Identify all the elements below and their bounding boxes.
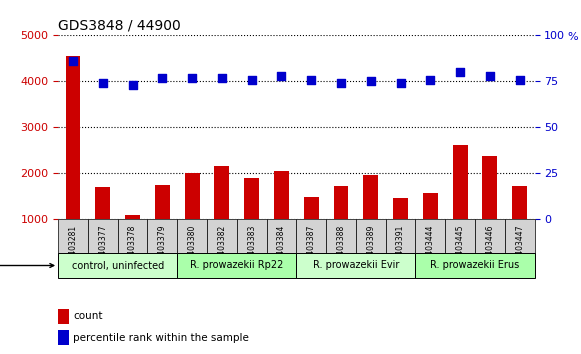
FancyBboxPatch shape bbox=[58, 219, 88, 253]
FancyBboxPatch shape bbox=[326, 219, 356, 253]
Point bbox=[485, 73, 494, 79]
Point bbox=[217, 75, 227, 81]
FancyBboxPatch shape bbox=[177, 219, 207, 253]
FancyBboxPatch shape bbox=[237, 219, 267, 253]
Text: GSM403447: GSM403447 bbox=[515, 224, 524, 271]
Point bbox=[277, 73, 286, 79]
Text: strain: strain bbox=[0, 261, 54, 270]
FancyBboxPatch shape bbox=[267, 219, 296, 253]
Bar bbox=[244, 178, 259, 266]
FancyBboxPatch shape bbox=[415, 253, 535, 278]
FancyBboxPatch shape bbox=[148, 219, 177, 253]
Bar bbox=[453, 145, 468, 266]
Text: GSM403446: GSM403446 bbox=[485, 224, 494, 271]
Bar bbox=[214, 166, 229, 266]
Point bbox=[366, 79, 375, 84]
Bar bbox=[58, 330, 69, 345]
Text: GSM403378: GSM403378 bbox=[128, 224, 137, 271]
Text: count: count bbox=[73, 311, 103, 321]
Bar bbox=[274, 171, 289, 266]
FancyBboxPatch shape bbox=[88, 219, 117, 253]
Text: R. prowazekii Evir: R. prowazekii Evir bbox=[313, 261, 399, 270]
Text: GSM403281: GSM403281 bbox=[69, 224, 77, 271]
Bar bbox=[66, 56, 80, 266]
Text: R. prowazekii Erus: R. prowazekii Erus bbox=[431, 261, 519, 270]
Text: GSM403389: GSM403389 bbox=[366, 224, 375, 271]
Text: GSM403377: GSM403377 bbox=[98, 224, 107, 271]
FancyBboxPatch shape bbox=[207, 219, 237, 253]
Text: GDS3848 / 44900: GDS3848 / 44900 bbox=[58, 19, 181, 33]
FancyBboxPatch shape bbox=[356, 219, 386, 253]
Point bbox=[307, 77, 316, 82]
FancyBboxPatch shape bbox=[296, 253, 415, 278]
FancyBboxPatch shape bbox=[386, 219, 415, 253]
Text: GSM403379: GSM403379 bbox=[158, 224, 167, 271]
Bar bbox=[482, 155, 497, 266]
Text: GSM403383: GSM403383 bbox=[247, 224, 256, 271]
Point bbox=[128, 82, 137, 88]
Text: GSM403391: GSM403391 bbox=[396, 224, 405, 271]
Text: GSM403387: GSM403387 bbox=[307, 224, 315, 271]
Point bbox=[336, 80, 346, 86]
Text: GSM403384: GSM403384 bbox=[277, 224, 286, 271]
Text: GSM403444: GSM403444 bbox=[426, 224, 435, 271]
Bar bbox=[185, 172, 199, 266]
Point bbox=[396, 80, 405, 86]
Text: GSM403388: GSM403388 bbox=[336, 224, 346, 271]
FancyBboxPatch shape bbox=[296, 219, 326, 253]
FancyBboxPatch shape bbox=[117, 219, 148, 253]
Text: R. prowazekii Rp22: R. prowazekii Rp22 bbox=[190, 261, 284, 270]
FancyBboxPatch shape bbox=[505, 219, 535, 253]
Bar bbox=[155, 185, 170, 266]
FancyBboxPatch shape bbox=[475, 219, 505, 253]
Text: control, uninfected: control, uninfected bbox=[71, 261, 164, 270]
Bar bbox=[393, 198, 408, 266]
Point bbox=[157, 75, 167, 81]
Text: GSM403380: GSM403380 bbox=[188, 224, 196, 271]
Text: percentile rank within the sample: percentile rank within the sample bbox=[73, 332, 249, 343]
Bar bbox=[125, 215, 140, 266]
Text: GSM403382: GSM403382 bbox=[217, 224, 227, 271]
Bar bbox=[304, 198, 318, 266]
Text: GSM403445: GSM403445 bbox=[456, 224, 465, 271]
Bar bbox=[512, 186, 527, 266]
Point bbox=[247, 77, 256, 82]
FancyBboxPatch shape bbox=[177, 253, 296, 278]
Bar bbox=[363, 175, 378, 266]
Point bbox=[426, 77, 435, 82]
Point bbox=[98, 80, 107, 86]
FancyBboxPatch shape bbox=[58, 253, 177, 278]
Bar bbox=[333, 186, 349, 266]
Bar bbox=[95, 187, 110, 266]
FancyBboxPatch shape bbox=[415, 219, 445, 253]
Point bbox=[456, 69, 465, 75]
Point bbox=[515, 77, 524, 82]
Bar bbox=[423, 193, 437, 266]
FancyBboxPatch shape bbox=[445, 219, 475, 253]
Point bbox=[69, 58, 78, 64]
Bar bbox=[58, 309, 69, 324]
Y-axis label: %: % bbox=[567, 32, 578, 42]
Point bbox=[188, 75, 197, 81]
